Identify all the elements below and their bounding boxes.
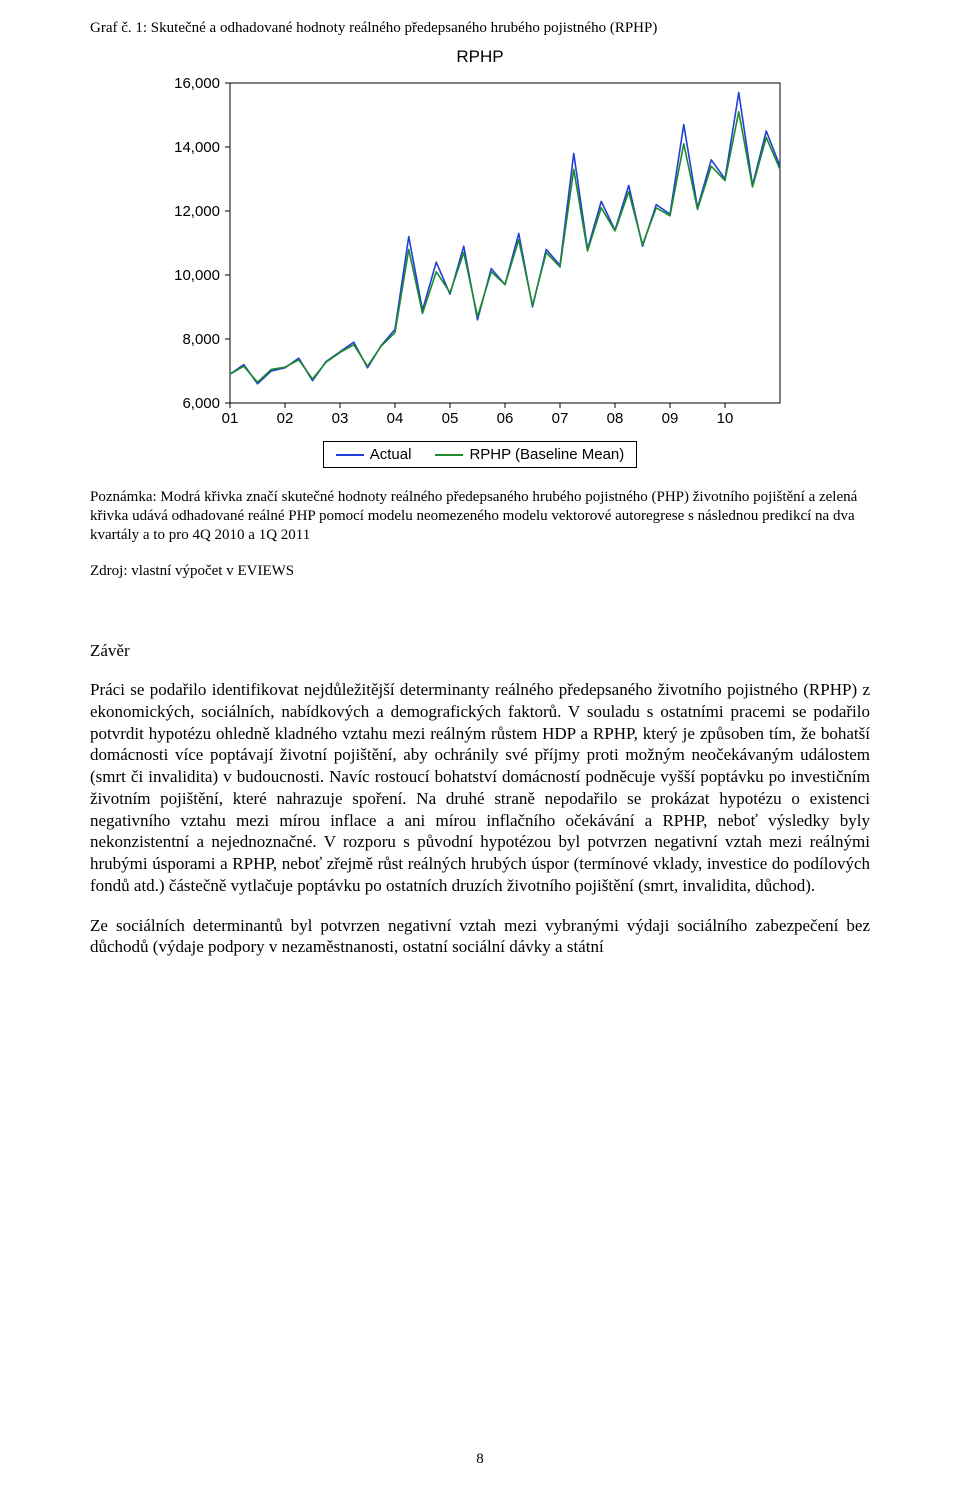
page: Graf č. 1: Skutečné a odhadované hodnoty…: [0, 0, 960, 1488]
page-number: 8: [0, 1451, 960, 1468]
svg-text:10,000: 10,000: [174, 267, 220, 284]
legend-swatch: [435, 454, 463, 456]
svg-text:05: 05: [442, 410, 459, 427]
legend-item: Actual: [336, 446, 412, 463]
figure-source: Zdroj: vlastní výpočet v EVIEWS: [90, 562, 870, 581]
svg-text:03: 03: [332, 410, 349, 427]
svg-text:06: 06: [497, 410, 514, 427]
svg-text:14,000: 14,000: [174, 139, 220, 156]
svg-text:02: 02: [277, 410, 294, 427]
legend: Actual RPHP (Baseline Mean): [160, 441, 800, 468]
svg-text:01: 01: [222, 410, 239, 427]
figure-caption: Graf č. 1: Skutečné a odhadované hodnoty…: [90, 20, 870, 37]
svg-text:10: 10: [717, 410, 734, 427]
section-heading: Závěr: [90, 641, 870, 661]
legend-item: RPHP (Baseline Mean): [435, 446, 624, 463]
chart-title: RPHP: [160, 47, 800, 67]
chart-area: RPHP 6,000 8,000 10,000 12,000 14,000 16,000 0…: [160, 47, 800, 468]
figure-note: Poznámka: Modrá křivka značí skutečné ho…: [90, 488, 870, 544]
svg-text:07: 07: [552, 410, 569, 427]
svg-text:09: 09: [662, 410, 679, 427]
svg-text:8,000: 8,000: [182, 331, 220, 348]
svg-text:12,000: 12,000: [174, 203, 220, 220]
body-paragraph-2: Ze sociálních determinantů byl potvrzen …: [90, 915, 870, 959]
svg-text:16,000: 16,000: [174, 75, 220, 92]
svg-text:08: 08: [607, 410, 624, 427]
svg-text:04: 04: [387, 410, 404, 427]
chart-svg: 6,000 8,000 10,000 12,000 14,000 16,000 01 02 03…: [160, 73, 800, 433]
body-paragraph-1: Práci se podařilo identifikovat nejdůlež…: [90, 679, 870, 897]
legend-box: Actual RPHP (Baseline Mean): [323, 441, 638, 468]
svg-text:6,000: 6,000: [182, 395, 220, 412]
legend-label: RPHP (Baseline Mean): [469, 446, 624, 463]
legend-swatch: [336, 454, 364, 456]
line-chart: 6,000 8,000 10,000 12,000 14,000 16,000 01 02 03…: [160, 73, 800, 433]
legend-label: Actual: [370, 446, 412, 463]
